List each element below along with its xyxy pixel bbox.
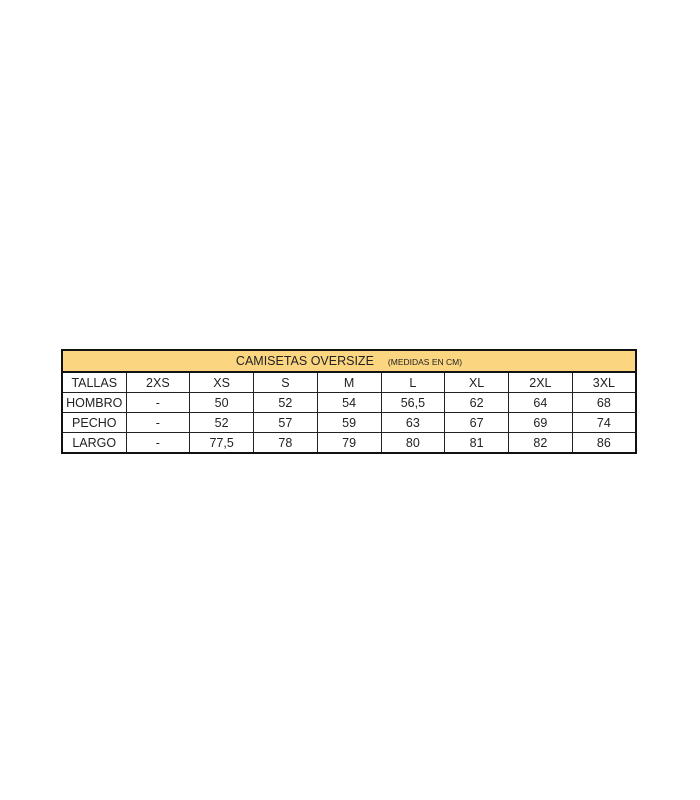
title-row: CAMISETAS OVERSIZE (MEDIDAS EN CM) (61, 349, 637, 373)
row-label: PECHO (61, 412, 127, 433)
data-row: HOMBRO -50 52 54 56,5 62 64 68 (61, 392, 637, 413)
cell: 56,5 (380, 392, 446, 413)
cell: 57 (253, 412, 318, 433)
cell: 67 (444, 412, 509, 433)
cell: 2XS (125, 371, 191, 393)
cell: 69 (508, 412, 573, 433)
row-label: LARGO (61, 432, 127, 454)
cell: M (316, 371, 382, 393)
cell: 54 (316, 392, 382, 413)
cell: 59 (316, 412, 382, 433)
cell: 82 (508, 432, 573, 454)
cell: XL (444, 371, 509, 393)
table-title: CAMISETAS OVERSIZE (235, 354, 374, 368)
cell: 63 (380, 412, 446, 433)
table-subtitle: (MEDIDAS EN CM) (387, 357, 463, 367)
cell: 74 (571, 412, 637, 433)
cell: 62 (444, 392, 509, 413)
cell: 64 (508, 392, 573, 413)
cell: 79 (316, 432, 382, 454)
header-row: TALLAS 2XS XS S M L XL 2XL 3XL (61, 371, 637, 393)
cell: - (125, 392, 191, 413)
cell: 52 (189, 412, 254, 433)
cell: 68 (571, 392, 637, 413)
size-table: CAMISETAS OVERSIZE (MEDIDAS EN CM) TALLAS… (61, 349, 637, 454)
cell: 78 (253, 432, 318, 454)
cell: 77,5 (189, 432, 254, 454)
row-label: TALLAS (61, 371, 127, 393)
row-label: HOMBRO (61, 392, 127, 413)
cell: 2XL (508, 371, 573, 393)
data-row: PECHO -52 57 59 63 67 69 74 (61, 412, 637, 433)
cell: S (253, 371, 318, 393)
cell: 50 (189, 392, 254, 413)
cell: 81 (444, 432, 509, 454)
cell: 86 (571, 432, 637, 454)
cell: 80 (380, 432, 446, 454)
title-cell: CAMISETAS OVERSIZE (MEDIDAS EN CM) (61, 349, 637, 373)
cell: - (125, 432, 191, 454)
cell: XS (189, 371, 254, 393)
cell: L (380, 371, 446, 393)
cell: 52 (253, 392, 318, 413)
data-row: LARGO -77,5 78 79 80 81 82 86 (61, 432, 637, 454)
cell: - (125, 412, 191, 433)
cell: 3XL (571, 371, 637, 393)
